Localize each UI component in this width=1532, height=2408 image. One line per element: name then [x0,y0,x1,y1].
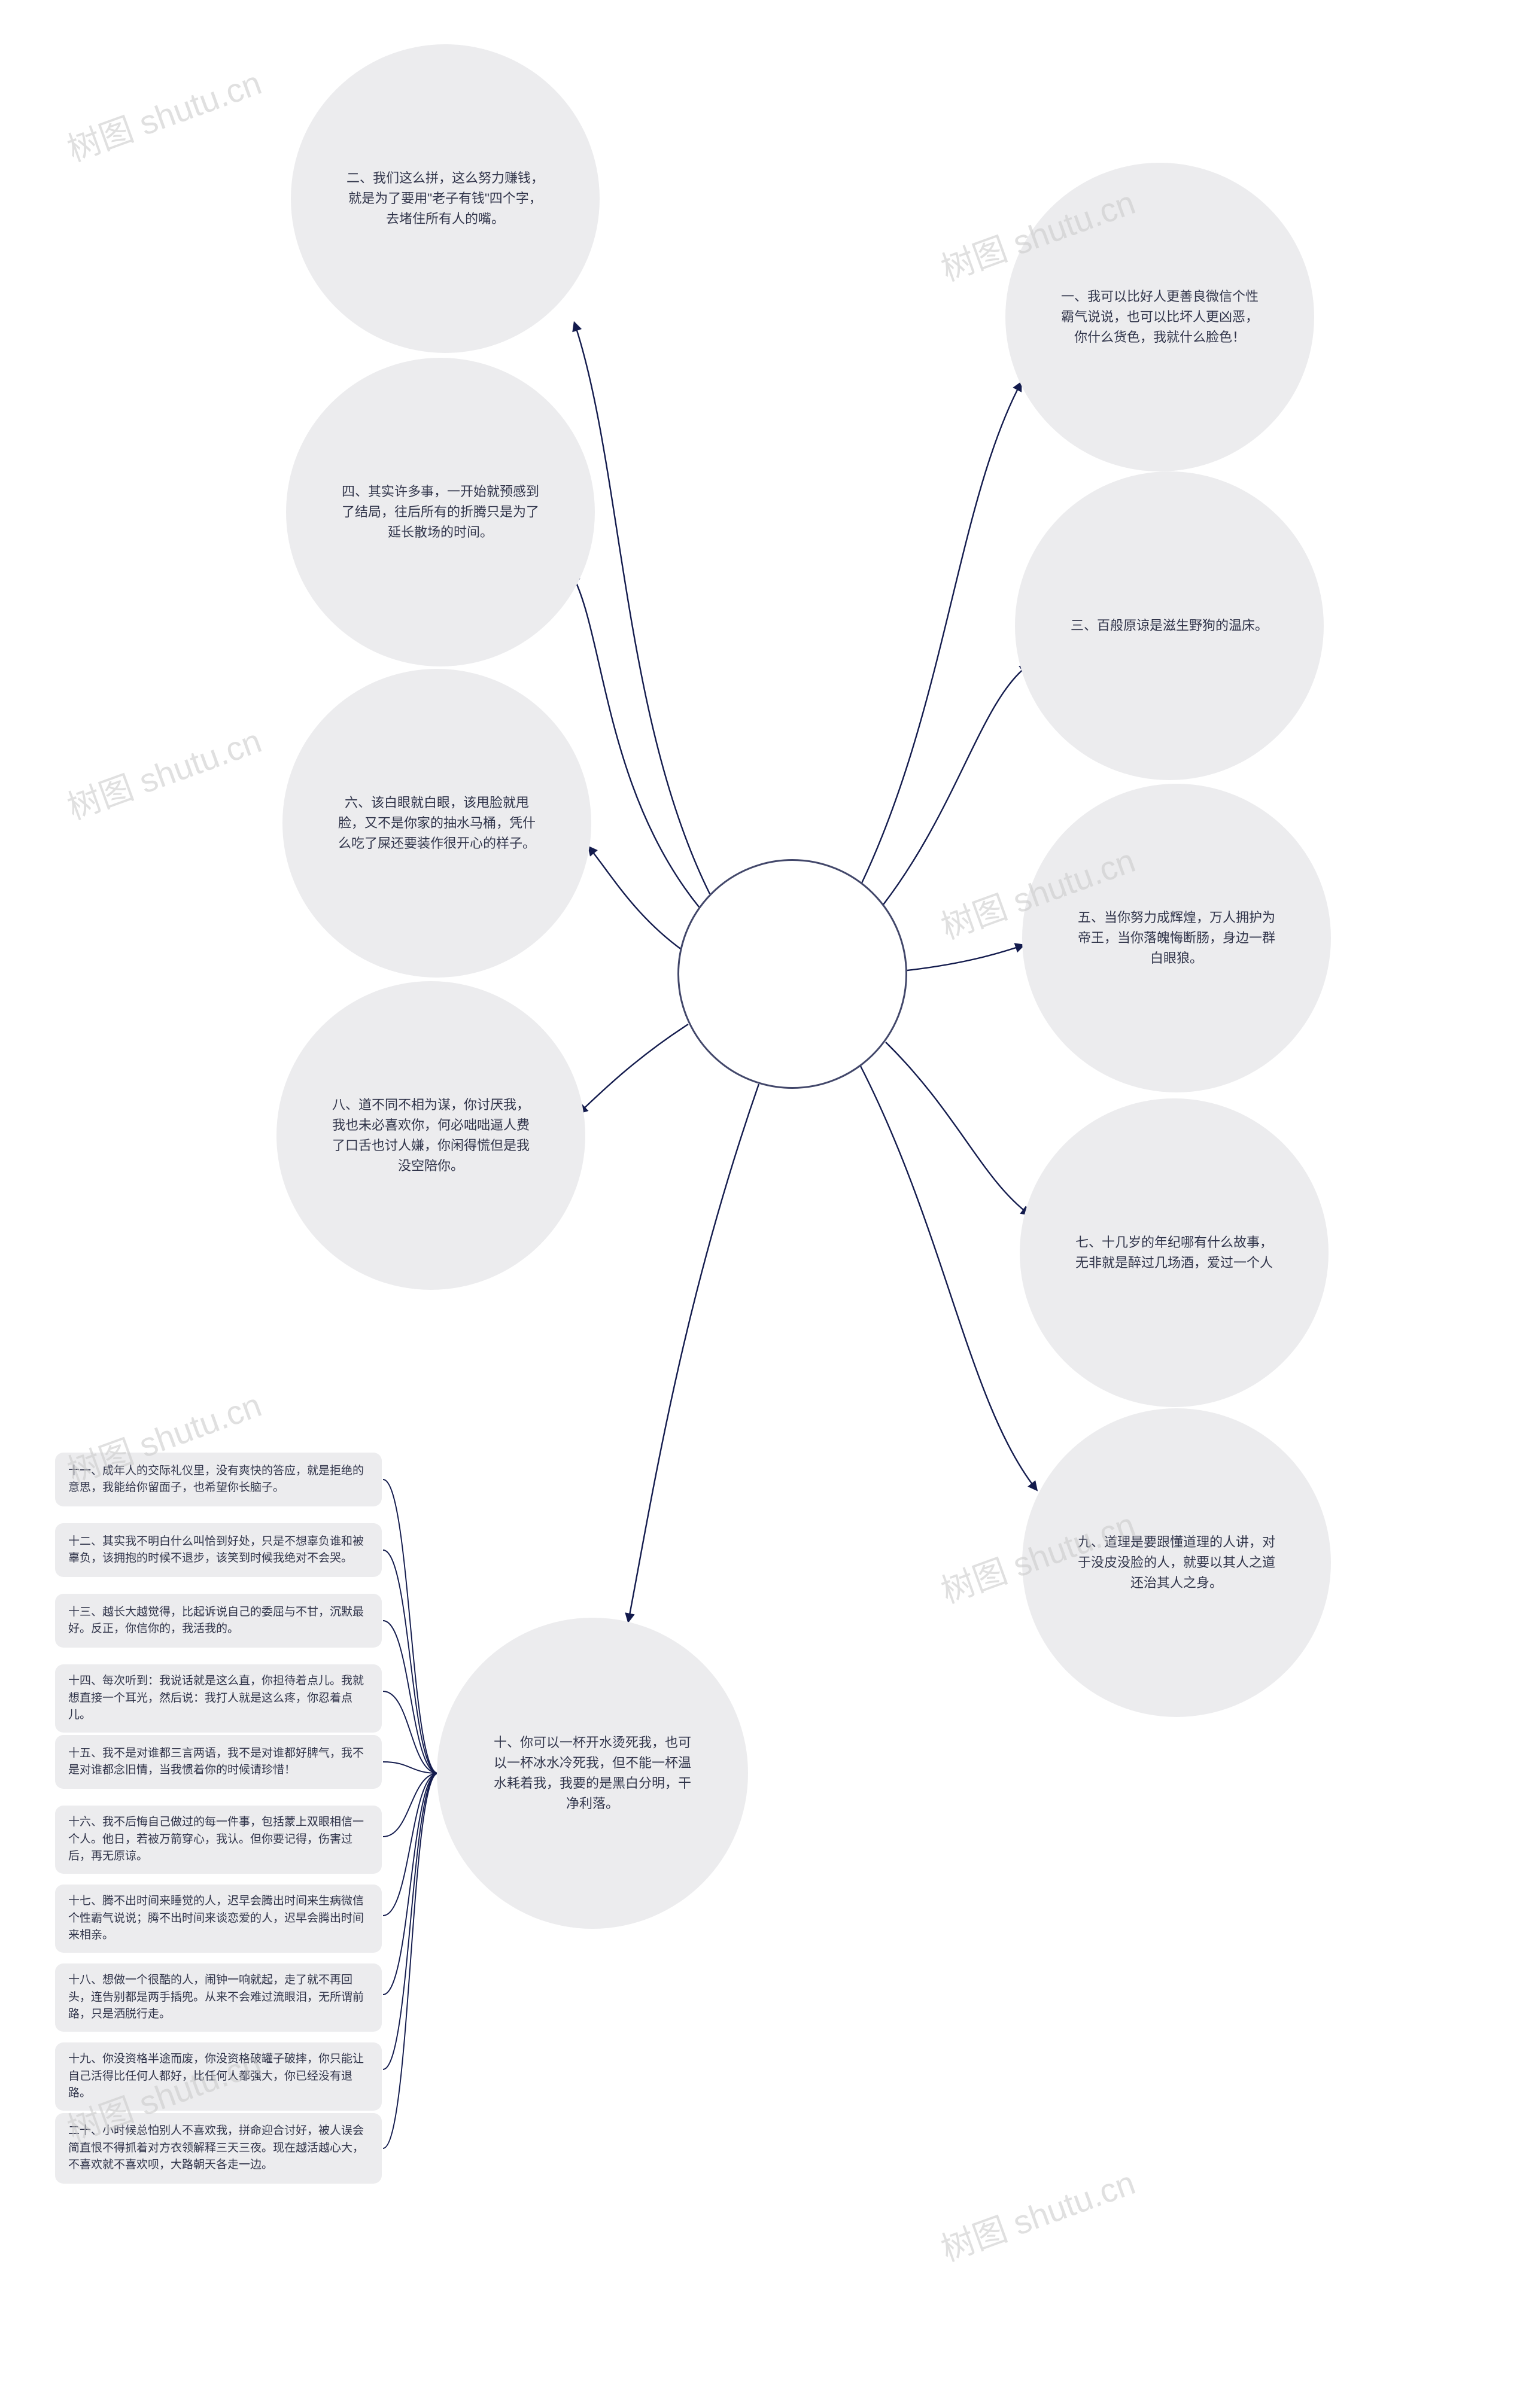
bubble-node-b7[interactable]: 七、十几岁的年纪哪有什么故事，无非就是醉过几场酒，爱过一个人 [1020,1098,1329,1407]
bubble-label: 九、道理是要跟懂道理的人讲，对于没皮没脸的人，就要以其人之道还治其人之身。 [1022,1477,1331,1649]
center-node[interactable] [677,859,907,1089]
rect-label: 十三、越长大越觉得，比起诉说自己的委屈与不甘，沉默最好。反正，你信你的，我活我的… [68,1604,369,1638]
bracket-edge-r13 [383,1621,438,1773]
bubble-label: 十、你可以一杯开水烫死我，也可以一杯冰水冷死我，但不能一杯温水耗着我，我要的是黑… [437,1676,748,1870]
edge-b3 [883,665,1028,905]
edge-b2 [574,323,710,894]
bubble-node-b6[interactable]: 六、该白眼就白眼，该甩脸就甩脸，又不是你家的抽水马桶，凭什么吃了屎还要装作很开心… [282,669,591,978]
bubble-label: 二、我们这么拼，这么努力赚钱，就是为了要用"老子有钱"四个字，去堵住所有人的嘴。 [291,112,600,285]
bubble-node-b8[interactable]: 八、道不同不相为谋，你讨厌我，我也未必喜欢你，何必咄咄逼人费了口舌也讨人嫌，你闲… [276,981,585,1290]
bubble-label: 四、其实许多事，一开始就预感到了结局，往后所有的折腾只是为了延长散场的时间。 [286,426,595,598]
bracket-edge-r19 [383,1773,438,2069]
rect-node-r15[interactable]: 十五、我不是对谁都三言两语，我不是对谁都好脾气，我不是对谁都念旧情，当我惯着你的… [55,1735,382,1789]
bubble-label: 一、我可以比好人更善良微信个性霸气说说，也可以比坏人更凶恶，你什么货色，我就什么… [1005,231,1314,403]
edge-b6 [589,847,682,950]
watermark: 树图 shutu.cn [60,56,268,171]
rect-label: 十七、腾不出时间来睡觉的人，迟早会腾出时间来生病微信个性霸气说说；腾不出时间来谈… [68,1893,369,1944]
rect-node-r17[interactable]: 十七、腾不出时间来睡觉的人，迟早会腾出时间来生病微信个性霸气说说；腾不出时间来谈… [55,1885,382,1953]
bracket-edge-r17 [383,1773,438,1916]
rect-label: 十四、每次听到：我说话就是这么直，你担待着点儿。我就想直接一个耳光，然后说：我打… [68,1673,369,1724]
watermark: 树图 shutu.cn [934,2156,1141,2271]
rect-label: 十五、我不是对谁都三言两语，我不是对谁都好脾气，我不是对谁都念旧情，当我惯着你的… [68,1745,369,1779]
rect-label: 二十、小时候总怕别人不喜欢我，拼命迎合讨好，被人误会简直恨不得抓着对方衣领解释三… [68,2123,369,2174]
bubble-node-b10[interactable]: 十、你可以一杯开水烫死我，也可以一杯冰水冷死我，但不能一杯温水耗着我，我要的是黑… [437,1618,748,1929]
bracket-edge-r11 [383,1479,438,1773]
rect-node-r13[interactable]: 十三、越长大越觉得，比起诉说自己的委屈与不甘，沉默最好。反正，你信你的，我活我的… [55,1594,382,1648]
bubble-label: 三、百般原谅是滋生野狗的温床。 [1015,560,1324,692]
edge-b9 [861,1066,1036,1490]
bracket-edge-r15 [383,1762,438,1773]
bubble-label: 八、道不同不相为谋，你讨厌我，我也未必喜欢你，何必咄咄逼人费了口舌也讨人嫌，你闲… [276,1039,585,1232]
bubble-node-b2[interactable]: 二、我们这么拼，这么努力赚钱，就是为了要用"老子有钱"四个字，去堵住所有人的嘴。 [291,44,600,353]
rect-label: 十八、想做一个很酷的人，闹钟一响就起，走了就不再回头，连告别都是两手插兜。从来不… [68,1972,369,2023]
edge-b8 [579,1024,688,1113]
bracket-edge-r18 [383,1773,438,1995]
edge-b10 [628,1084,759,1621]
edge-b5 [907,945,1023,970]
rect-label: 十二、其实我不明白什么叫恰到好处，只是不想辜负谁和被辜负，该拥抱的时候不退步，该… [68,1533,369,1567]
rect-node-r18[interactable]: 十八、想做一个很酷的人，闹钟一响就起，走了就不再回头，连告别都是两手插兜。从来不… [55,1963,382,2032]
bubble-node-b5[interactable]: 五、当你努力成辉煌，万人拥护为帝王，当你落魄悔断肠，身边一群白眼狼。 [1022,784,1331,1092]
bracket-edge-r14 [383,1691,438,1773]
bubble-label: 七、十几岁的年纪哪有什么故事，无非就是醉过几场酒，爱过一个人 [1020,1177,1329,1329]
rect-node-r16[interactable]: 十六、我不后悔自己做过的每一件事，包括蒙上双眼相信一个人。他日，若被万箭穿心，我… [55,1806,382,1874]
center-node-label [752,933,833,1015]
bubble-node-b3[interactable]: 三、百般原谅是滋生野狗的温床。 [1015,471,1324,780]
mindmap-canvas: 二、我们这么拼，这么努力赚钱，就是为了要用"老子有钱"四个字，去堵住所有人的嘴。… [0,0,1532,2408]
rect-node-r14[interactable]: 十四、每次听到：我说话就是这么直，你担待着点儿。我就想直接一个耳光，然后说：我打… [55,1664,382,1733]
rect-label: 十九、你没资格半途而废，你没资格破罐子破摔，你只能让自己活得比任何人都好，比任何… [68,2051,369,2102]
bracket-edge-r20 [383,1773,438,2148]
edge-b7 [886,1042,1029,1214]
rect-node-r12[interactable]: 十二、其实我不明白什么叫恰到好处，只是不想辜负谁和被辜负，该拥抱的时候不退步，该… [55,1523,382,1577]
rect-node-r11[interactable]: 十一、成年人的交际礼仪里，没有爽快的答应，就是拒绝的意思，我能给你留面子，也希望… [55,1453,382,1506]
bubble-label: 五、当你努力成辉煌，万人拥护为帝王，当你落魄悔断肠，身边一群白眼狼。 [1022,852,1331,1024]
rect-node-r20[interactable]: 二十、小时候总怕别人不喜欢我，拼命迎合讨好，被人误会简直恨不得抓着对方衣领解释三… [55,2113,382,2184]
rect-label: 十一、成年人的交际礼仪里，没有爽快的答应，就是拒绝的意思，我能给你留面子，也希望… [68,1463,369,1497]
bubble-node-b4[interactable]: 四、其实许多事，一开始就预感到了结局，往后所有的折腾只是为了延长散场的时间。 [286,358,595,666]
rect-label: 十六、我不后悔自己做过的每一件事，包括蒙上双眼相信一个人。他日，若被万箭穿心，我… [68,1814,369,1865]
edge-b1 [862,383,1021,883]
bubble-node-b9[interactable]: 九、道理是要跟懂道理的人讲，对于没皮没脸的人，就要以其人之道还治其人之身。 [1022,1408,1331,1717]
bracket-edge-r12 [383,1550,438,1773]
bracket-edge-r16 [383,1773,438,1837]
watermark: 树图 shutu.cn [60,714,268,829]
rect-node-r19[interactable]: 十九、你没资格半途而废，你没资格破罐子破摔，你只能让自己活得比任何人都好，比任何… [55,2042,382,2111]
bubble-node-b1[interactable]: 一、我可以比好人更善良微信个性霸气说说，也可以比坏人更凶恶，你什么货色，我就什么… [1005,163,1314,471]
bubble-label: 六、该白眼就白眼，该甩脸就甩脸，又不是你家的抽水马桶，凭什么吃了屎还要装作很开心… [282,737,591,909]
